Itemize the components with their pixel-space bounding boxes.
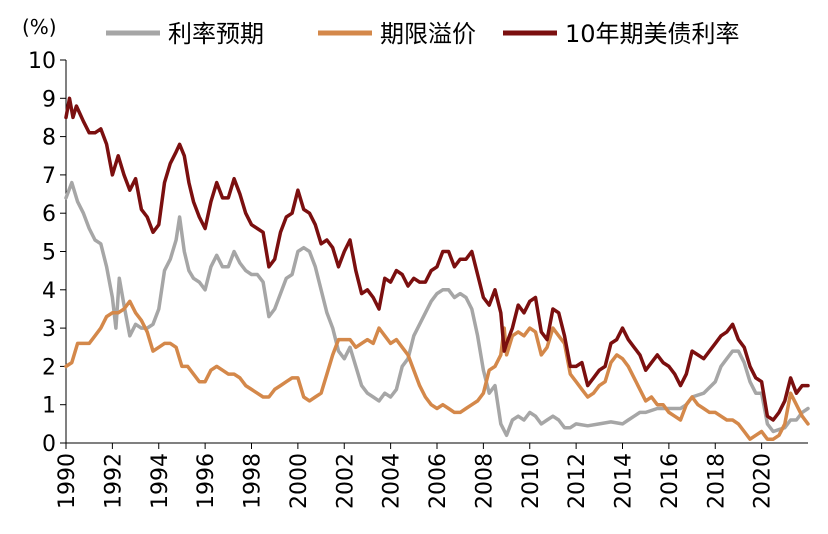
x-tick-label: 2014 xyxy=(612,453,637,509)
y-tick-label: 8 xyxy=(42,126,56,151)
x-tick-label: 2008 xyxy=(472,453,497,509)
legend: 利率预期 期限溢价 10年期美债利率 xyxy=(106,20,740,48)
x-tick-label: 1996 xyxy=(194,453,219,509)
x-tick-label: 2018 xyxy=(704,453,729,509)
x-tick-label: 2020 xyxy=(751,453,776,509)
legend-label-term-premium: 期限溢价 xyxy=(380,20,476,48)
x-tick-label: 1994 xyxy=(148,453,173,509)
series-line-term-premium xyxy=(64,299,810,441)
series-line-rate-expectation xyxy=(64,180,810,438)
x-tick-label: 1992 xyxy=(101,453,126,509)
y-tick-label: 4 xyxy=(42,279,56,304)
x-tick-label: 2000 xyxy=(287,453,312,509)
x-tick-label: 2004 xyxy=(380,453,405,509)
x-axis: 1990 1992 1994 1996 1998 2000 2002 2004 2006 2008… xyxy=(55,442,808,509)
x-tick-label: 2012 xyxy=(565,453,590,509)
x-tick-label: 2002 xyxy=(333,453,358,509)
x-tick-label: 2006 xyxy=(426,453,451,509)
y-tick-label: 6 xyxy=(42,202,56,227)
y-axis: 0 1 2 3 4 5 6 7 8 9 10 xyxy=(28,49,67,457)
y-tick-label: 1 xyxy=(42,394,56,419)
y-unit-label: (%) xyxy=(22,15,57,39)
y-tick-label: 9 xyxy=(42,87,56,112)
series-layer xyxy=(64,96,810,441)
legend-label-10y-yield: 10年期美债利率 xyxy=(565,20,740,48)
series-line-10y-yield xyxy=(64,96,810,422)
y-tick-label: 2 xyxy=(42,355,56,380)
y-tick-label: 5 xyxy=(42,241,56,266)
x-tick-label: 1998 xyxy=(241,453,266,509)
y-tick-label: 3 xyxy=(42,317,56,342)
y-tick-label: 7 xyxy=(42,164,56,189)
y-tick-label: 10 xyxy=(28,49,56,74)
x-tick-label: 2010 xyxy=(519,453,544,509)
x-tick-label: 1990 xyxy=(55,453,80,509)
x-tick-label: 2016 xyxy=(658,453,683,509)
y-tick-label: 0 xyxy=(42,432,56,457)
legend-label-rate-expectation: 利率预期 xyxy=(168,20,264,48)
